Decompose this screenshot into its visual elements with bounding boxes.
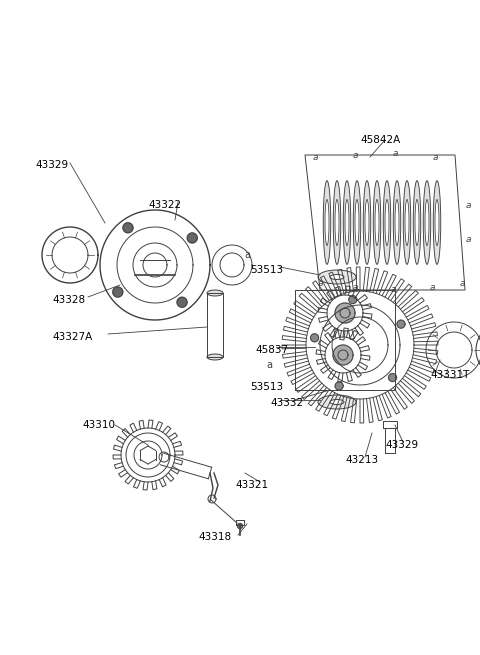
- Polygon shape: [311, 334, 319, 342]
- Text: 43327A: 43327A: [52, 332, 92, 342]
- Text: 43318: 43318: [198, 532, 231, 542]
- Ellipse shape: [433, 181, 441, 265]
- Text: 43328: 43328: [52, 295, 85, 305]
- Ellipse shape: [343, 181, 351, 265]
- Text: a: a: [352, 151, 358, 160]
- Ellipse shape: [207, 354, 223, 360]
- Ellipse shape: [415, 200, 419, 246]
- Ellipse shape: [393, 181, 401, 265]
- Ellipse shape: [335, 200, 339, 246]
- Text: 43322: 43322: [148, 200, 181, 210]
- Text: a: a: [459, 278, 465, 288]
- Text: a: a: [244, 250, 250, 260]
- Ellipse shape: [395, 200, 399, 246]
- Text: a: a: [312, 153, 318, 162]
- Text: a: a: [352, 284, 358, 293]
- Text: a: a: [392, 149, 398, 157]
- Ellipse shape: [330, 400, 344, 405]
- Ellipse shape: [365, 200, 369, 246]
- Polygon shape: [349, 295, 357, 303]
- Text: 43331T: 43331T: [430, 370, 469, 380]
- Ellipse shape: [375, 200, 379, 246]
- Text: 43321: 43321: [235, 480, 268, 490]
- Ellipse shape: [373, 181, 381, 265]
- Text: a: a: [432, 153, 438, 162]
- Ellipse shape: [385, 200, 389, 246]
- Text: 53513: 53513: [250, 382, 283, 392]
- Text: 45837: 45837: [255, 345, 288, 355]
- Polygon shape: [335, 382, 343, 390]
- Ellipse shape: [435, 200, 439, 246]
- Ellipse shape: [363, 181, 371, 265]
- Ellipse shape: [207, 290, 223, 296]
- Text: a: a: [429, 282, 435, 291]
- Ellipse shape: [318, 270, 356, 284]
- Polygon shape: [335, 303, 355, 323]
- Text: 43329: 43329: [385, 440, 418, 450]
- Ellipse shape: [318, 395, 356, 409]
- Polygon shape: [333, 345, 353, 365]
- Text: 43213: 43213: [345, 455, 378, 465]
- Polygon shape: [388, 373, 396, 381]
- Text: a: a: [317, 278, 323, 288]
- Ellipse shape: [330, 274, 344, 280]
- Polygon shape: [123, 223, 133, 233]
- Ellipse shape: [325, 200, 329, 246]
- Polygon shape: [187, 233, 197, 243]
- Polygon shape: [397, 320, 405, 328]
- Ellipse shape: [383, 181, 391, 265]
- Ellipse shape: [405, 200, 409, 246]
- Ellipse shape: [353, 181, 361, 265]
- Polygon shape: [113, 287, 123, 297]
- Ellipse shape: [425, 200, 429, 246]
- Text: a: a: [465, 200, 471, 210]
- Ellipse shape: [323, 181, 331, 265]
- Text: 43329: 43329: [35, 160, 68, 170]
- Text: 45842A: 45842A: [360, 135, 400, 145]
- Text: 43332: 43332: [270, 398, 303, 408]
- Ellipse shape: [345, 200, 349, 246]
- Polygon shape: [238, 523, 242, 529]
- Text: 43310: 43310: [82, 420, 115, 430]
- Ellipse shape: [403, 181, 411, 265]
- Ellipse shape: [333, 181, 341, 265]
- Text: a: a: [465, 236, 471, 244]
- Ellipse shape: [413, 181, 421, 265]
- Ellipse shape: [423, 181, 431, 265]
- Text: a: a: [390, 286, 396, 295]
- Ellipse shape: [355, 200, 359, 246]
- Text: 53513: 53513: [250, 265, 283, 275]
- Polygon shape: [177, 297, 187, 307]
- Text: a: a: [266, 360, 272, 370]
